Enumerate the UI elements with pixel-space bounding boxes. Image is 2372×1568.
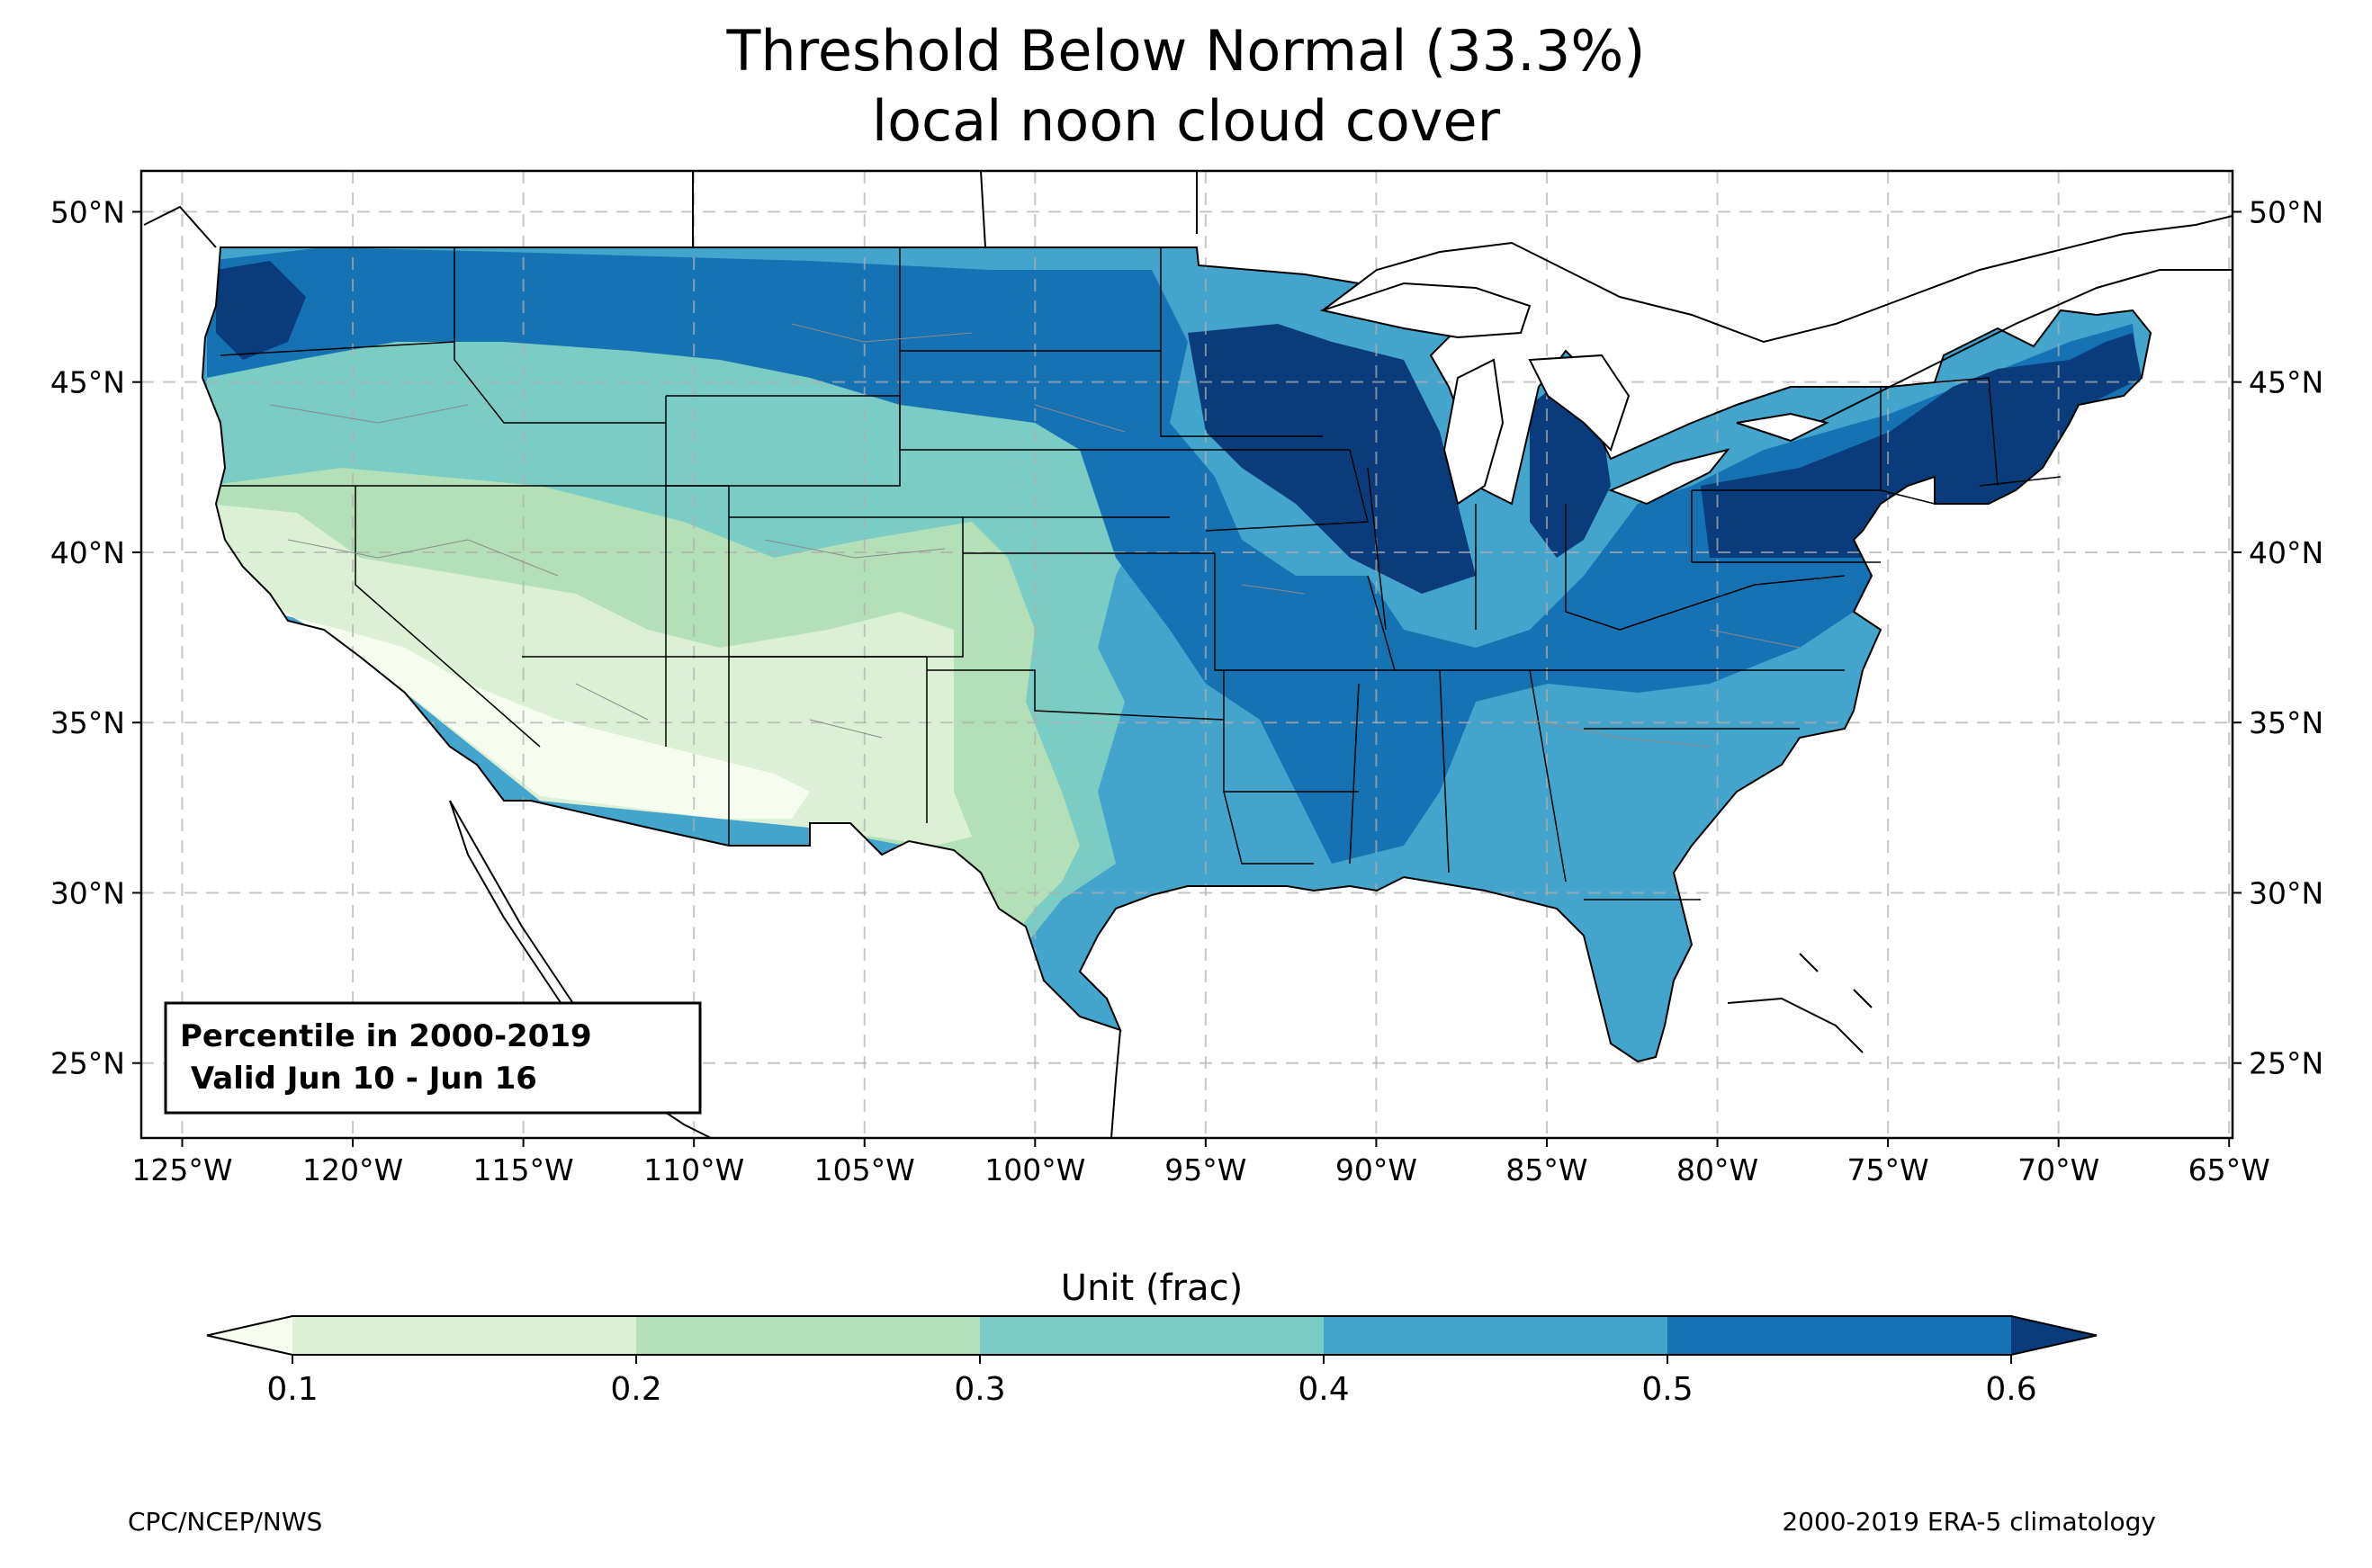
- state-line-oklahoma: [927, 669, 1225, 721]
- lake-superior: [1319, 282, 1532, 339]
- state-line-iowa: [1170, 449, 1369, 532]
- colorbar-extend-high: [2011, 1316, 2097, 1355]
- colorbar-segment: [1324, 1316, 1667, 1355]
- map-area: [141, 171, 2233, 1138]
- state-line-new-york: [1880, 387, 1936, 505]
- contour-level-0.1-0.2: [207, 504, 972, 846]
- contour-level-above-0.6-northeast: [1701, 333, 2142, 558]
- contour-level-above-0.6-washington: [216, 261, 306, 360]
- lat-tick-label-right: 35°N: [2249, 705, 2323, 740]
- regional-boundaries: [269, 323, 1801, 748]
- contour-level-above-0.6: [1188, 324, 1476, 594]
- lat-tick-label-left: 40°N: [50, 535, 125, 570]
- state-line-missouri: [1214, 553, 1396, 671]
- lon-tick-label: 105°W: [814, 1152, 915, 1187]
- lon-tick-label: 80°W: [1676, 1152, 1758, 1187]
- canada-coast-northeast: [1322, 215, 2233, 344]
- lon-tick-label: 75°W: [1847, 1152, 1929, 1187]
- map-axes: 125°W 120°W 115°W 110°W 105°W 100°W 95°W 90°W 85…: [50, 194, 2323, 1187]
- colorbar-segment: [292, 1316, 636, 1355]
- state-line-ohio: [1565, 504, 1621, 631]
- state-line-minnesota: [1160, 247, 1323, 437]
- title-line-2: local noon cloud cover: [872, 88, 1501, 154]
- lat-tick-label-right: 50°N: [2249, 194, 2323, 229]
- state-line-mississippi-alabama: [1349, 669, 1450, 874]
- colorbar-segments: [206, 1315, 2098, 1356]
- bahamas: [1799, 953, 1873, 1008]
- lake-michigan: [1442, 358, 1505, 506]
- title-line-1: Threshold Below Normal (33.3%): [726, 18, 1646, 84]
- colorbar-tick-label: 0.4: [1298, 1371, 1349, 1408]
- lon-tick-label: 70°W: [2017, 1152, 2099, 1187]
- coastlines: [143, 171, 2233, 1138]
- regional-line: [269, 323, 1801, 748]
- state-line-california-nevada: [355, 486, 541, 748]
- lon-tick-label: 90°W: [1335, 1152, 1417, 1187]
- colorbar-tick-label: 0.3: [954, 1371, 1005, 1408]
- colorbar-tick-label: 0.1: [266, 1371, 318, 1408]
- lake-erie: [1608, 448, 1730, 506]
- info-box: Percentile in 2000-2019 Valid Jun 10 - J…: [164, 1001, 702, 1115]
- footer-right: 2000-2019 ERA-5 climatology: [1782, 1507, 2156, 1537]
- state-line-utah-colorado: [666, 485, 730, 657]
- cuba: [1727, 997, 1864, 1053]
- lat-tick-label-left: 25°N: [50, 1046, 125, 1081]
- colorbar-label: Unit (frac): [1061, 1268, 1243, 1309]
- vancouver-island: [143, 205, 217, 248]
- colorbar-segment: [636, 1316, 980, 1355]
- lat-tick-label-right: 40°N: [2249, 535, 2323, 570]
- colorbar-segment: [1667, 1316, 2011, 1355]
- colorbar-tick-label: 0.6: [1985, 1371, 2036, 1408]
- colorbar-ticks: 0.1 0.2 0.3 0.4 0.5 0.6: [266, 1355, 2037, 1408]
- lon-tick-label: 110°W: [643, 1152, 744, 1187]
- lat-tick-label-left: 30°N: [50, 875, 125, 910]
- lat-tick-label-left: 50°N: [50, 194, 125, 229]
- colorbar-extend-low: [207, 1316, 292, 1355]
- mexico-gulf-coast: [1110, 1029, 1121, 1138]
- lon-tick-label: 65°W: [2188, 1152, 2270, 1187]
- state-line-virginia: [1619, 575, 1846, 631]
- lon-tick-label: 120°W: [302, 1152, 403, 1187]
- lon-tick-label: 125°W: [131, 1152, 232, 1187]
- info-box-line-2: Valid Jun 10 - Jun 16: [180, 1061, 537, 1097]
- lon-tick-label: 95°W: [1164, 1152, 1246, 1187]
- info-box-line-1: Percentile in 2000-2019: [180, 1018, 592, 1054]
- state-boundaries: [220, 247, 2062, 900]
- state-line-dakotas: [899, 247, 1170, 451]
- state-line-pennsylvania: [1691, 489, 1881, 563]
- canada-border-mid: [980, 171, 986, 248]
- lat-tick-label-right: 25°N: [2249, 1046, 2323, 1081]
- state-line-illinois-indiana: [1367, 467, 1477, 631]
- lake-ontario: [1736, 412, 1829, 443]
- lon-tick-label: 115°W: [473, 1152, 574, 1187]
- colorbar: Unit (frac) 0.1 0.2 0.3 0.4 0.5 0.6: [206, 1268, 2098, 1408]
- lon-tick-label: 85°W: [1505, 1152, 1587, 1187]
- us-outline: [201, 246, 2152, 1063]
- state-line-new-england: [1934, 377, 2062, 487]
- great-lakes: [1319, 282, 1829, 506]
- state-line-idaho-montana: [454, 247, 666, 424]
- lon-tick-label: 100°W: [984, 1152, 1085, 1187]
- colorbar-tick-label: 0.5: [1641, 1371, 1693, 1408]
- contour-level-below-0.1: [216, 558, 810, 819]
- state-line-georgia: [1529, 669, 1701, 900]
- lat-tick-label-left: 35°N: [50, 705, 125, 740]
- footer-left: CPC/NCEP/NWS: [128, 1507, 322, 1537]
- info-box-frame: [164, 1001, 702, 1115]
- contour-level-0.5-0.6: [207, 247, 2142, 864]
- map-frame: [139, 169, 2234, 1140]
- lat-tick-label-left: 45°N: [50, 365, 125, 400]
- lat-tick-label-right: 30°N: [2249, 875, 2323, 910]
- state-line-oregon-washington: [220, 341, 455, 356]
- lake-huron: [1528, 354, 1631, 452]
- colorbar-tick-label: 0.2: [610, 1371, 661, 1408]
- colorbar-segment: [980, 1316, 1324, 1355]
- lat-tick-label-right: 45°N: [2249, 365, 2323, 400]
- state-line-louisiana: [1223, 791, 1314, 865]
- st-lawrence: [1799, 269, 2233, 433]
